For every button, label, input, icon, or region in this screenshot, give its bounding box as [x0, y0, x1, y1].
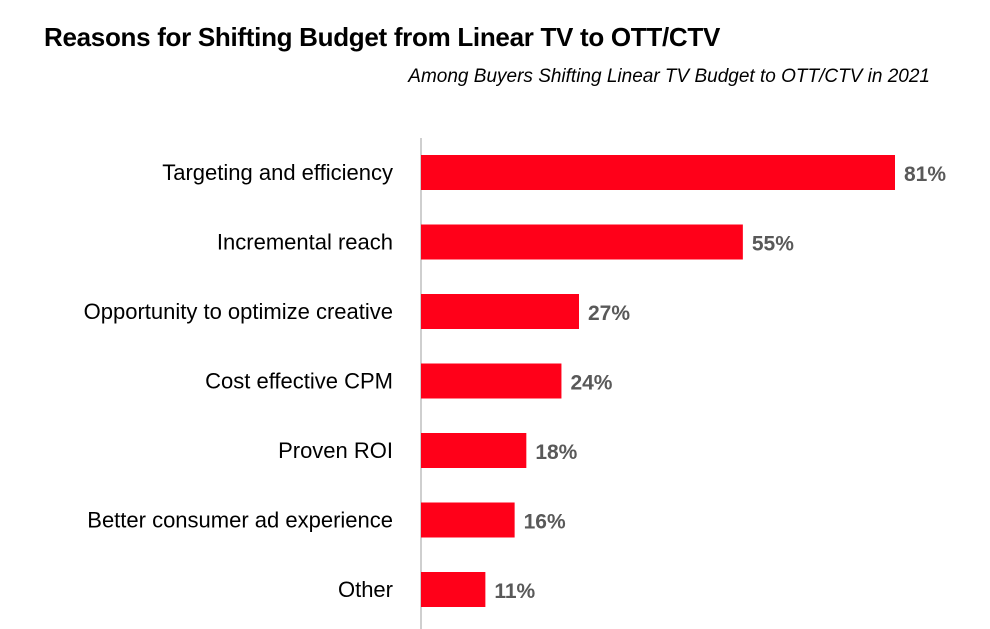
bar-group: Targeting and efficiency 81% Incremental r… — [84, 155, 946, 607]
bar-5 — [421, 502, 515, 538]
category-label-5: Better consumer ad experience — [87, 508, 393, 533]
category-label-3: Cost effective CPM — [205, 369, 393, 394]
value-label-1: 55% — [752, 233, 794, 256]
category-label-2: Opportunity to optimize creative — [84, 299, 393, 324]
category-label-0: Targeting and efficiency — [162, 160, 393, 185]
chart-subtitle: Among Buyers Shifting Linear TV Budget t… — [408, 66, 930, 87]
bar-3 — [421, 363, 562, 399]
category-label-4: Proven ROI — [278, 438, 393, 463]
value-label-6: 11% — [494, 580, 535, 603]
category-label-1: Incremental reach — [217, 230, 393, 255]
bar-0 — [421, 155, 895, 190]
value-label-3: 24% — [570, 372, 612, 395]
bar-4 — [421, 433, 527, 468]
bar-2 — [421, 294, 579, 329]
value-label-4: 18% — [535, 441, 577, 464]
category-label-6: Other — [338, 577, 393, 602]
value-label-0: 81% — [904, 163, 946, 186]
bar-1 — [421, 224, 743, 260]
value-label-5: 16% — [524, 511, 566, 534]
bar-6 — [421, 572, 486, 607]
chart-title: Reasons for Shifting Budget from Linear … — [44, 22, 720, 52]
value-label-2: 27% — [588, 302, 630, 325]
